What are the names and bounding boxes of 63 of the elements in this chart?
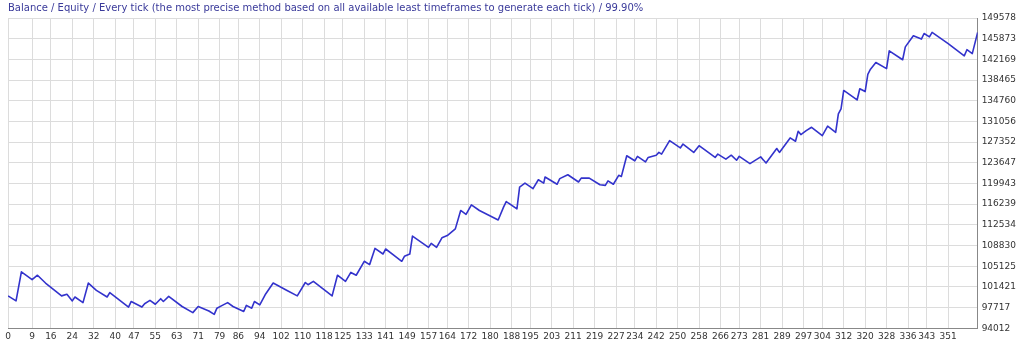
x-tick-label: 312 xyxy=(835,330,853,341)
y-tick-label: 94012 xyxy=(981,322,1011,333)
x-tick-label: 172 xyxy=(460,330,478,341)
y-tick-label: 145873 xyxy=(981,33,1016,44)
x-tick-label: 281 xyxy=(752,330,770,341)
x-tick-label: 9 xyxy=(29,330,36,341)
x-tick-label: 328 xyxy=(877,330,896,341)
x-tick-label: 110 xyxy=(294,330,312,341)
x-tick-label: 219 xyxy=(586,330,604,341)
x-tick-label: 24 xyxy=(66,330,79,341)
y-tick-label: 105125 xyxy=(981,260,1016,271)
y-tick-label: 123647 xyxy=(981,157,1016,168)
x-tick-label: 141 xyxy=(377,330,395,341)
x-tick-label: 0 xyxy=(5,330,12,341)
x-tick-label: 289 xyxy=(773,330,791,341)
x-tick-label: 250 xyxy=(669,330,687,341)
y-tick-label: 108830 xyxy=(981,239,1017,250)
y-tick-label: 131056 xyxy=(981,115,1017,126)
x-tick-label: 242 xyxy=(647,330,665,341)
x-tick-label: 55 xyxy=(149,330,162,341)
x-tick-label: 47 xyxy=(128,330,140,341)
x-tick-label: 157 xyxy=(419,330,438,341)
x-tick-label: 304 xyxy=(813,330,832,341)
x-tick-label: 203 xyxy=(543,330,561,341)
x-tick-label: 16 xyxy=(45,330,57,341)
x-tick-label: 297 xyxy=(794,330,813,341)
x-tick-label: 336 xyxy=(899,330,917,341)
x-tick-label: 125 xyxy=(334,330,352,341)
x-tick-label: 118 xyxy=(315,330,333,341)
x-tick-label: 234 xyxy=(626,330,644,341)
x-tick-label: 86 xyxy=(232,330,245,341)
y-tick-label: 142169 xyxy=(981,53,1017,64)
x-tick-label: 273 xyxy=(730,330,748,341)
x-tick-label: 258 xyxy=(690,330,708,341)
y-tick-label: 97717 xyxy=(981,301,1011,312)
y-tick-label: 116239 xyxy=(981,198,1017,209)
x-tick-label: 40 xyxy=(109,330,122,341)
x-tick-label: 211 xyxy=(564,330,582,341)
y-tick-label: 119943 xyxy=(981,177,1016,188)
x-tick-label: 71 xyxy=(192,330,204,341)
y-tick-label: 134760 xyxy=(981,95,1017,106)
y-tick-label: 112534 xyxy=(981,219,1017,230)
x-tick-label: 149 xyxy=(398,330,416,341)
x-tick-label: 266 xyxy=(711,330,730,341)
x-tick-label: 102 xyxy=(272,330,290,341)
x-tick-label: 32 xyxy=(87,330,100,341)
x-tick-label: 320 xyxy=(856,330,874,341)
x-tick-label: 63 xyxy=(171,330,183,341)
x-tick-label: 227 xyxy=(607,330,625,341)
x-tick-label: 94 xyxy=(254,330,266,341)
x-tick-label: 133 xyxy=(355,330,373,341)
x-tick-label: 351 xyxy=(939,330,957,341)
x-tick-label: 180 xyxy=(481,330,499,341)
y-tick-label: 149578 xyxy=(981,12,1017,23)
chart-title: Balance / Equity / Every tick (the most precise method based on all available least timeframes to generate each tick) / 99.90% xyxy=(8,1,644,13)
y-tick-label: 138465 xyxy=(981,74,1016,85)
x-tick-label: 164 xyxy=(438,330,457,341)
y-tick-label: 127352 xyxy=(981,136,1016,147)
y-tick-label: 101421 xyxy=(981,281,1016,292)
x-tick-label: 188 xyxy=(502,330,521,341)
x-tick-label: 343 xyxy=(918,330,936,341)
x-tick-label: 79 xyxy=(213,330,226,341)
x-tick-label: 195 xyxy=(521,330,539,341)
